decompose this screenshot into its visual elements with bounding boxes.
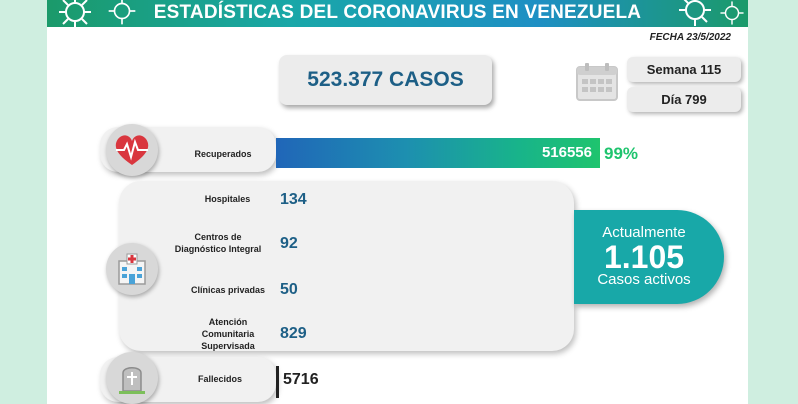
virus-icon xyxy=(59,0,91,28)
virus-icon xyxy=(720,1,744,25)
recovered-bar: 516556 xyxy=(276,138,600,168)
hospital-value: 134 xyxy=(280,191,307,208)
day-badge: Día 799 xyxy=(627,87,741,112)
virus-icon xyxy=(679,0,711,26)
total-cases-text: 523.377 CASOS xyxy=(307,68,464,91)
recovered-label: Recuperados xyxy=(194,149,252,159)
active-cases-subcaption: Casos activos xyxy=(597,271,691,288)
left-decor-strip xyxy=(0,0,47,404)
active-cases-number: 1.105 xyxy=(603,239,685,275)
active-cases-caption: Actualmente xyxy=(602,224,686,241)
recovered-value: 516556 xyxy=(541,144,592,161)
private-clinics-value: 50 xyxy=(280,281,298,298)
cdi-label: Centros de Diagnóstico Integral xyxy=(174,232,262,254)
cdi-value: 92 xyxy=(280,235,298,252)
hospitalized-group xyxy=(119,181,574,351)
page-title: ESTADÍSTICAS DEL CORONAVIRUS EN VENEZUEL… xyxy=(153,2,642,23)
tombstone-icon xyxy=(106,352,158,404)
deceased-value: 5716 xyxy=(283,371,319,388)
date-label: FECHA 23/5/2022 xyxy=(649,32,731,43)
community-care-value: 829 xyxy=(280,325,307,342)
week-badge: Semana 115 xyxy=(627,57,741,82)
heart-pulse-icon xyxy=(106,124,158,176)
recovered-percent: 99% xyxy=(604,144,639,163)
private-clinics-label: Clínicas privadas xyxy=(190,285,266,295)
deceased-label: Fallecidos xyxy=(197,374,242,384)
calendar-icon xyxy=(576,63,618,101)
community-care-label: Atención Comunitaria Supervisada xyxy=(201,317,255,351)
total-cases-box: 523.377 CASOS xyxy=(279,55,492,105)
hospital-icon xyxy=(106,243,158,295)
deceased-divider xyxy=(276,366,279,398)
active-cases-badge: Actualmente 1.105 Casos activos xyxy=(574,210,724,304)
right-decor-strip xyxy=(748,0,798,404)
header-banner: ESTADÍSTICAS DEL CORONAVIRUS EN VENEZUEL… xyxy=(47,0,748,28)
hospital-label: Hospitales xyxy=(204,194,251,204)
virus-icon xyxy=(108,0,136,25)
